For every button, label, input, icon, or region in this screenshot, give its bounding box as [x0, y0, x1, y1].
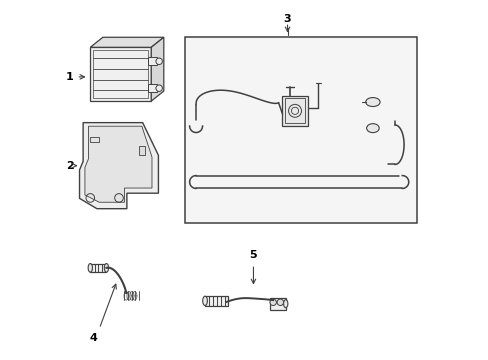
Ellipse shape: [283, 300, 287, 308]
Polygon shape: [151, 37, 163, 101]
Text: 5: 5: [249, 250, 257, 260]
Bar: [93, 50, 148, 98]
Bar: [139, 147, 145, 155]
Circle shape: [156, 58, 162, 64]
Circle shape: [277, 299, 283, 306]
Ellipse shape: [365, 98, 379, 107]
Polygon shape: [80, 123, 158, 209]
Ellipse shape: [88, 264, 92, 272]
Text: 3: 3: [283, 14, 291, 24]
Bar: [90, 264, 106, 272]
Bar: [204, 296, 228, 306]
Ellipse shape: [104, 264, 108, 272]
Ellipse shape: [203, 296, 207, 306]
Bar: [269, 298, 285, 310]
Polygon shape: [90, 47, 151, 101]
Circle shape: [156, 85, 162, 91]
Bar: [185, 37, 416, 223]
Bar: [148, 84, 157, 92]
Text: 2: 2: [66, 161, 74, 171]
Ellipse shape: [366, 124, 378, 132]
Polygon shape: [85, 126, 152, 202]
Bar: [285, 98, 304, 123]
Text: 1: 1: [66, 72, 74, 82]
Text: 4: 4: [90, 333, 98, 343]
Circle shape: [269, 299, 276, 306]
Bar: [282, 96, 307, 126]
Bar: [148, 57, 157, 65]
Polygon shape: [90, 37, 163, 47]
Bar: [90, 137, 99, 141]
